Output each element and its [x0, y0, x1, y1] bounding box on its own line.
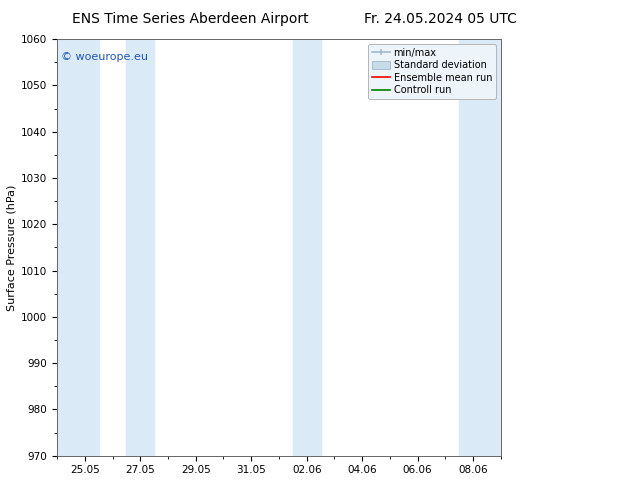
- Legend: min/max, Standard deviation, Ensemble mean run, Controll run: min/max, Standard deviation, Ensemble me…: [368, 44, 496, 99]
- Bar: [126, 39, 154, 456]
- Text: ENS Time Series Aberdeen Airport: ENS Time Series Aberdeen Airport: [72, 12, 309, 26]
- Y-axis label: Surface Pressure (hPa): Surface Pressure (hPa): [7, 184, 17, 311]
- Text: Fr. 24.05.2024 05 UTC: Fr. 24.05.2024 05 UTC: [364, 12, 517, 26]
- Text: © woeurope.eu: © woeurope.eu: [61, 52, 148, 62]
- Bar: [57, 39, 99, 456]
- Bar: [293, 39, 321, 456]
- Bar: [459, 39, 501, 456]
